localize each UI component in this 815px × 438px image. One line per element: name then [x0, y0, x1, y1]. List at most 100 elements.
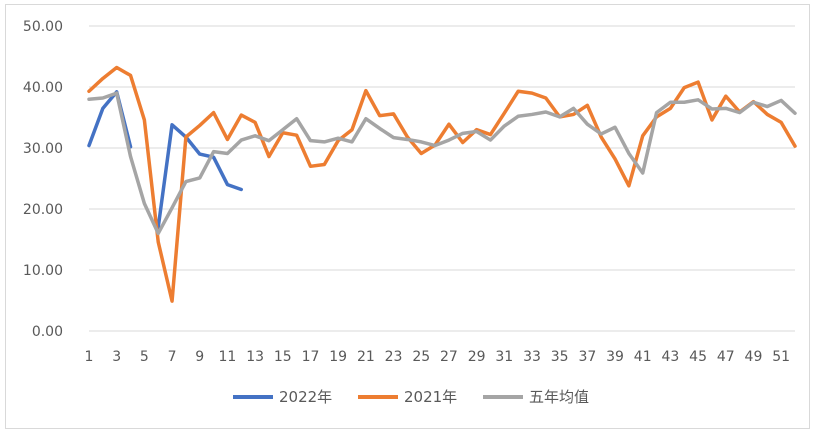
data-point: [586, 104, 589, 107]
data-point: [420, 140, 423, 143]
legend-item: 五年均值: [483, 388, 589, 406]
legend-label: 2021年: [404, 388, 457, 406]
data-point: [170, 123, 173, 126]
data-point: [600, 132, 603, 135]
x-tick-label: 1: [85, 349, 94, 365]
x-axis-tick-labels: 1 3 5 7 9 11 13 15 17 19 21 23 25 27 29 31 33 35 37 39 41 43 4…: [85, 349, 791, 365]
x-tick-label: 49: [745, 349, 763, 365]
data-point: [572, 113, 575, 116]
data-point: [780, 121, 783, 124]
data-point: [406, 138, 409, 141]
data-point: [710, 118, 713, 121]
data-point: [240, 138, 243, 141]
data-point: [392, 136, 395, 139]
data-point: [115, 66, 118, 69]
data-point: [696, 81, 699, 84]
data-point: [600, 135, 603, 138]
data-point: [793, 112, 796, 115]
data-point: [337, 137, 340, 140]
data-point: [669, 101, 672, 104]
x-tick-label: 43: [661, 349, 679, 365]
series-2: [87, 65, 797, 303]
data-point: [364, 89, 367, 92]
data-point: [655, 111, 658, 114]
legend-item: 2022年: [233, 388, 332, 406]
data-point: [198, 153, 201, 156]
x-tick-label: 7: [168, 349, 177, 365]
series-lines: [87, 65, 797, 303]
data-point: [780, 99, 783, 102]
x-tick-label: 21: [357, 349, 375, 365]
data-point: [433, 144, 436, 147]
data-point: [378, 114, 381, 117]
data-point: [101, 107, 104, 110]
data-point: [87, 90, 90, 93]
data-point: [143, 118, 146, 121]
data-point: [420, 152, 423, 155]
data-point: [613, 126, 616, 129]
data-point: [254, 121, 257, 124]
chart-border: [5, 4, 810, 429]
x-tick-label: 47: [717, 349, 735, 365]
data-point: [364, 117, 367, 120]
data-point: [517, 90, 520, 93]
x-tick-label: 51: [772, 349, 790, 365]
data-point: [309, 165, 312, 168]
x-tick-label: 19: [329, 349, 347, 365]
data-point: [752, 101, 755, 104]
x-tick-label: 29: [468, 349, 486, 365]
data-point: [87, 144, 90, 147]
data-point: [254, 134, 257, 137]
data-point: [101, 77, 104, 80]
data-point: [129, 74, 132, 77]
series-line: [87, 65, 797, 303]
data-point: [641, 134, 644, 137]
y-axis-tick-labels: 0.00 10.00 20.00 30.00 40.00 50.00: [23, 19, 63, 340]
data-point: [267, 139, 270, 142]
data-point: [226, 183, 229, 186]
x-tick-label: 41: [634, 349, 652, 365]
data-point: [544, 96, 547, 99]
data-point: [793, 145, 796, 148]
gridlines: [89, 25, 795, 332]
x-tick-label: 35: [551, 349, 569, 365]
legend: 2022年 2021年 五年均值: [233, 388, 589, 406]
data-point: [240, 188, 243, 191]
data-point: [627, 184, 630, 187]
x-tick-label: 9: [195, 349, 204, 365]
data-point: [350, 128, 353, 131]
data-point: [724, 107, 727, 110]
data-point: [613, 157, 616, 160]
y-tick-label: 0.00: [32, 324, 63, 340]
x-tick-label: 11: [219, 349, 237, 365]
x-tick-label: 23: [385, 349, 403, 365]
x-tick-label: 5: [140, 349, 149, 365]
y-tick-label: 10.00: [23, 263, 63, 279]
x-tick-label: 39: [606, 349, 624, 365]
data-point: [295, 117, 298, 120]
x-tick-label: 3: [112, 349, 121, 365]
data-point: [350, 140, 353, 143]
data-point: [157, 232, 160, 235]
data-point: [129, 155, 132, 158]
data-point: [157, 240, 160, 243]
data-point: [87, 98, 90, 101]
series-3: [87, 91, 797, 236]
data-point: [198, 124, 201, 127]
data-point: [184, 135, 187, 138]
data-point: [101, 96, 104, 99]
x-tick-label: 15: [274, 349, 292, 365]
data-point: [461, 132, 464, 135]
data-point: [544, 110, 547, 113]
data-point: [683, 86, 686, 89]
data-point: [184, 180, 187, 183]
data-point: [240, 113, 243, 116]
data-point: [378, 127, 381, 130]
x-tick-label: 25: [412, 349, 430, 365]
x-tick-label: 45: [689, 349, 707, 365]
y-tick-label: 40.00: [23, 80, 63, 96]
x-tick-label: 13: [246, 349, 264, 365]
data-point: [503, 124, 506, 127]
data-point: [475, 130, 478, 133]
data-point: [696, 98, 699, 101]
